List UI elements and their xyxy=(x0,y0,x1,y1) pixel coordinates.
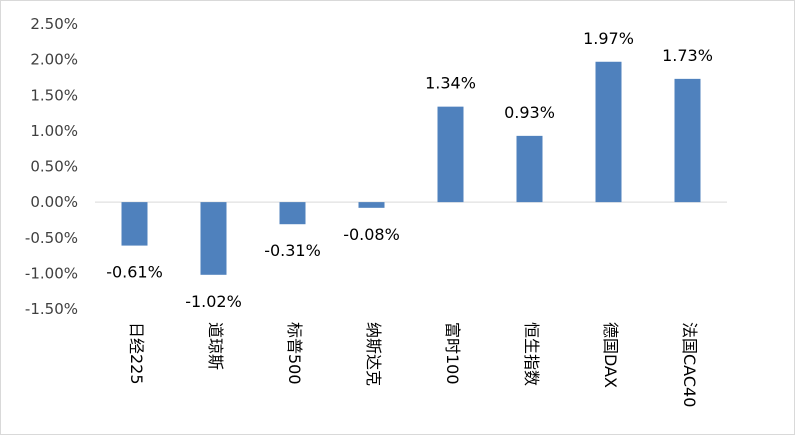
y-axis-ticks: 2.50% 2.00% 1.50% 1.00% 0.50% 0.00% -0.50% -1.0… xyxy=(25,15,78,318)
y-tick-label: 0.50% xyxy=(30,158,78,176)
data-label: -1.02% xyxy=(185,292,242,311)
bar xyxy=(674,78,701,203)
category-label: 法国CAC40 xyxy=(680,322,699,407)
y-tick-label: -1.00% xyxy=(25,264,78,282)
category-label: 纳斯达克 xyxy=(364,322,383,386)
category-label: 富时100 xyxy=(443,322,462,385)
y-tick-label: 2.50% xyxy=(30,15,78,33)
bars xyxy=(121,61,701,275)
bar xyxy=(121,202,148,246)
y-tick-label: 1.50% xyxy=(30,86,78,104)
bar xyxy=(358,202,385,208)
data-labels: -0.61% -1.02% -0.31% -0.08% 1.34% 0.93% 1.97% 1… xyxy=(106,29,713,311)
y-tick-label: -1.50% xyxy=(25,300,78,318)
data-label: 1.97% xyxy=(583,29,634,48)
data-label: 1.34% xyxy=(425,74,476,93)
category-label: 恒生指数 xyxy=(522,322,541,386)
data-label: 0.93% xyxy=(504,103,555,122)
data-label: -0.31% xyxy=(264,241,321,260)
bar xyxy=(595,61,622,203)
bar xyxy=(516,135,543,203)
y-tick-label: 2.00% xyxy=(30,51,78,69)
data-label: 1.73% xyxy=(662,46,713,65)
bar xyxy=(437,106,464,203)
category-label: 日经225 xyxy=(127,322,146,385)
category-label: 道琼斯 xyxy=(206,322,225,370)
data-label: -0.08% xyxy=(343,225,400,244)
category-labels: 日经225 道琼斯 标普500 纳斯达克 富时100 恒生指数 德国DAX 法国CAC40 xyxy=(127,322,699,407)
data-label: -0.61% xyxy=(106,263,163,282)
y-tick-label: 1.00% xyxy=(30,122,78,140)
bar xyxy=(200,202,227,275)
y-tick-label: 0.00% xyxy=(30,193,78,211)
category-label: 德国DAX xyxy=(601,322,620,388)
category-label: 标普500 xyxy=(285,322,304,385)
bar xyxy=(279,202,306,225)
y-tick-label: -0.50% xyxy=(25,229,78,247)
